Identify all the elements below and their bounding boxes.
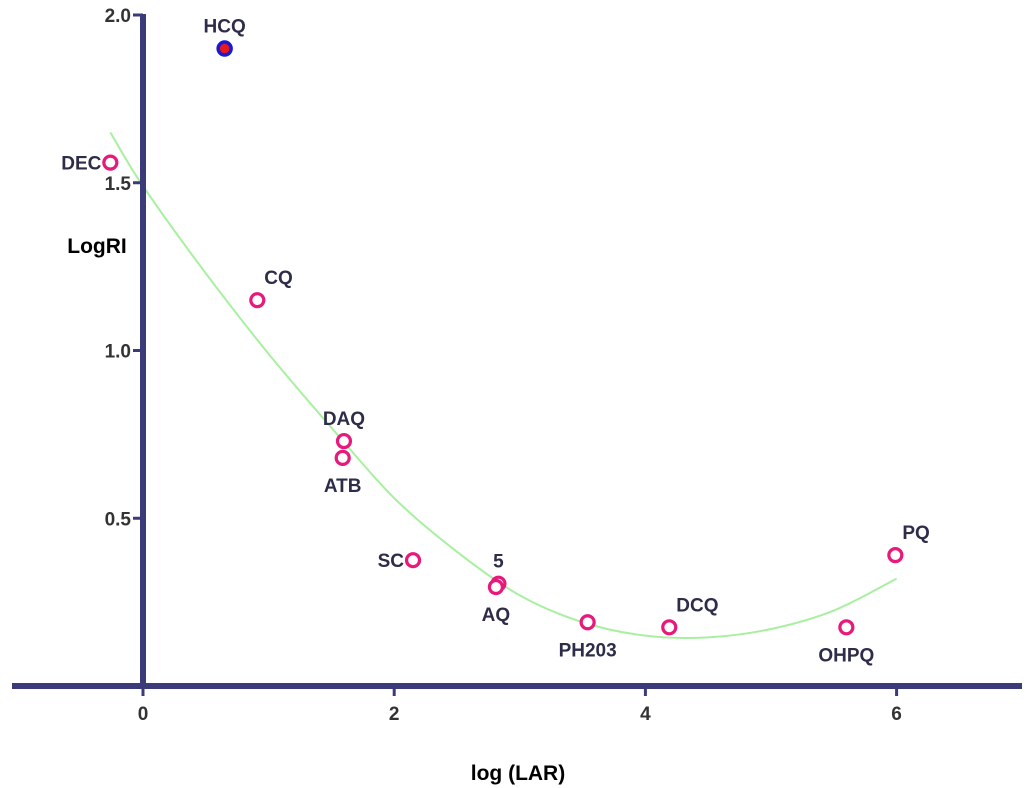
data-point-ph203 [579, 614, 596, 631]
data-label-sc: SC [378, 551, 405, 572]
data-point-atb [334, 449, 351, 466]
fit-layer [109, 131, 898, 639]
data-point-cq [249, 292, 266, 309]
data-label-aq: AQ [482, 605, 511, 626]
x-axis-title: log (LAR) [471, 762, 565, 785]
data-label-cq: CQ [264, 268, 293, 289]
ticks-layer: 0 2 4 6 0.5 1.0 1.5 2.0 [105, 6, 902, 725]
x-tick-label: 0 [138, 704, 149, 725]
data-label-pq: PQ [902, 523, 929, 544]
data-label-atb: ATB [324, 476, 362, 497]
data-point-ohpq [838, 619, 855, 636]
y-tick-label: 0.5 [105, 509, 132, 530]
y-tick-label: 1.5 [105, 174, 132, 195]
y-tick-label: 2.0 [105, 6, 131, 27]
fit-curve [109, 131, 898, 639]
points-layer: HCQ DEC CQ DAQ ATB SC 5 AQ PH203 DCQ OHPQ PQ [61, 17, 930, 667]
x-tick-label: 2 [389, 704, 400, 725]
data-point-hcq [216, 40, 233, 57]
data-point-aq [487, 578, 505, 596]
data-label-hcq: HCQ [204, 17, 246, 38]
data-label-ohpq: OHPQ [818, 645, 874, 666]
data-label-ph203: PH203 [559, 640, 617, 661]
data-point-daq [335, 432, 353, 450]
x-tick-label: 6 [891, 704, 902, 725]
data-point-dcq [661, 619, 678, 636]
data-point-dec [102, 154, 119, 171]
data-label-daq: DAQ [323, 409, 365, 430]
axes-layer [12, 14, 1022, 689]
data-point-sc [404, 552, 422, 569]
data-point-pq [887, 547, 904, 564]
data-label-dcq: DCQ [676, 595, 718, 616]
x-tick-label: 4 [640, 704, 651, 725]
y-tick-label: 1.0 [105, 342, 131, 363]
data-label-dec: DEC [61, 154, 101, 175]
data-label-5: 5 [493, 552, 504, 573]
y-axis-title: LogRI [67, 235, 126, 258]
